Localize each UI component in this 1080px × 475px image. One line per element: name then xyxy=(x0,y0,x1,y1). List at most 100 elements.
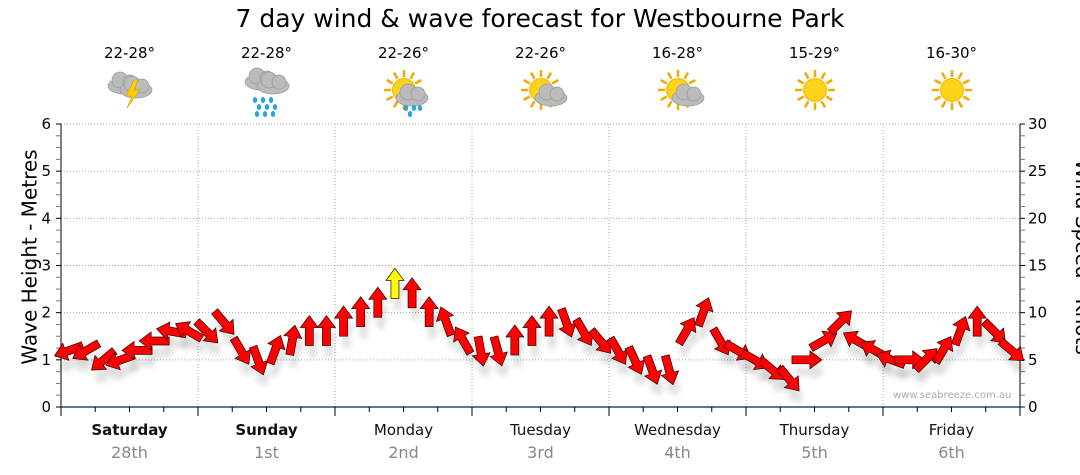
x-tick-label: Friday 6th xyxy=(887,421,1017,462)
y-tick-label: 1 xyxy=(41,351,51,369)
day-date: 2nd xyxy=(388,443,419,462)
y2-tick-label: 10 xyxy=(1028,304,1047,322)
wind-arrow xyxy=(660,354,680,386)
y-tick-label: 0 xyxy=(41,398,51,416)
wind-arrow xyxy=(368,286,388,318)
temperature-range: 15-29° xyxy=(788,44,841,62)
wind-arrow xyxy=(72,339,102,361)
day-date: 6th xyxy=(938,443,965,462)
wind-arrow xyxy=(266,334,286,366)
wind-arrow xyxy=(624,344,646,375)
day-forecast: 22-28° xyxy=(212,44,322,120)
y-tick-label: 5 xyxy=(41,162,51,180)
wind-arrow xyxy=(489,335,509,367)
y-axis-label: Wave Height - Metres xyxy=(17,149,42,365)
wind-arrow xyxy=(419,296,439,328)
day-name: Wednesday xyxy=(634,421,721,439)
wind-arrow xyxy=(981,318,1007,344)
y2-tick-label: 5 xyxy=(1028,351,1038,369)
wind-arrow xyxy=(757,356,785,380)
temperature-range: 22-26° xyxy=(377,44,430,62)
x-tick-label: Thursday 5th xyxy=(750,421,880,462)
y2-tick-label: 0 xyxy=(1028,398,1038,416)
arrow-shadow xyxy=(779,377,803,403)
sunny-icon xyxy=(897,66,1007,120)
wind-arrow xyxy=(350,296,371,328)
day-date: 1st xyxy=(254,443,279,462)
sun-cloud-rain-icon xyxy=(349,66,459,120)
wind-arrow xyxy=(283,324,303,356)
wind-arrow xyxy=(967,305,987,337)
arrow-shadow xyxy=(1001,350,1027,373)
wind-arrow xyxy=(675,317,697,347)
arrow-shadow xyxy=(935,348,956,377)
wind-arrow xyxy=(138,331,170,351)
x-tick-label: Saturday 28th xyxy=(65,421,195,462)
thunderstorm-icon xyxy=(75,66,185,120)
y2-tick-label: 30 xyxy=(1028,115,1047,133)
y2-tick-label: 25 xyxy=(1028,162,1047,180)
arrow-shadow xyxy=(830,322,855,347)
day-name: Monday xyxy=(373,421,434,439)
arrow-shadow xyxy=(591,339,614,366)
wind-arrow xyxy=(211,308,235,335)
wind-arrow xyxy=(539,305,559,337)
x-tick-label: Wednesday 4th xyxy=(613,421,743,462)
wind-arrow xyxy=(791,350,823,370)
wind-arrow xyxy=(522,314,542,346)
wind-arrow xyxy=(997,337,1025,362)
day-forecast: 16-30° xyxy=(897,44,1007,120)
partly-cloudy-icon xyxy=(486,66,596,120)
day-name: Tuesday xyxy=(509,421,572,439)
y2-axis-label: Wind Speed - Knots xyxy=(1070,159,1080,355)
wind-arrow xyxy=(193,318,219,344)
temperature-range: 22-26° xyxy=(514,44,567,62)
y2-tick-label: 15 xyxy=(1028,257,1047,275)
rain-icon xyxy=(212,66,322,120)
arrow-shadow xyxy=(75,351,104,373)
wind-arrow xyxy=(642,354,663,385)
y-tick-label: 3 xyxy=(41,257,51,275)
day-name: Sunday xyxy=(235,421,298,439)
wind-arrow xyxy=(385,267,405,299)
arrow-shadow xyxy=(794,362,825,381)
day-name: Friday xyxy=(928,421,975,439)
wind-arrow xyxy=(505,324,525,356)
x-tick-label: Tuesday 3rd xyxy=(476,421,606,462)
day-date: 28th xyxy=(111,443,148,462)
y-tick-label: 6 xyxy=(41,115,51,133)
wind-arrow xyxy=(316,314,337,346)
wind-arrow xyxy=(53,341,85,361)
day-name: Thursday xyxy=(779,421,850,439)
day-forecast: 16-28° xyxy=(623,44,733,120)
day-date: 3rd xyxy=(527,443,554,462)
wind-arrow xyxy=(402,277,422,309)
day-date: 5th xyxy=(801,443,828,462)
wind-arrow xyxy=(175,321,205,343)
wind-arrow xyxy=(931,336,954,366)
wind-arrow xyxy=(808,330,838,352)
temperature-range: 22-28° xyxy=(103,44,156,62)
y-tick-label: 4 xyxy=(41,209,51,227)
arrow-shadow xyxy=(761,369,787,392)
day-forecast: 22-26° xyxy=(349,44,459,120)
day-forecast: 15-29° xyxy=(760,44,870,120)
day-forecast: 22-26° xyxy=(486,44,596,120)
partly-cloudy-icon xyxy=(623,66,733,120)
wind-arrow xyxy=(435,306,456,338)
day-name: Saturday xyxy=(91,421,168,439)
x-tick-label: Monday 2nd xyxy=(339,421,469,462)
wind-arrow xyxy=(91,347,118,371)
wind-arrow xyxy=(912,348,938,374)
arrow-shadow xyxy=(916,360,941,385)
temperature-range: 16-30° xyxy=(925,44,978,62)
arrow-shadow xyxy=(984,330,1009,355)
arrow-shadow xyxy=(678,329,699,358)
arrow-shadow xyxy=(178,333,207,354)
y-tick-label: 2 xyxy=(41,304,51,322)
y2-tick-label: 20 xyxy=(1028,209,1047,227)
watermark: www.seabreeze.com.au xyxy=(893,390,1012,401)
temperature-range: 22-28° xyxy=(240,44,293,62)
